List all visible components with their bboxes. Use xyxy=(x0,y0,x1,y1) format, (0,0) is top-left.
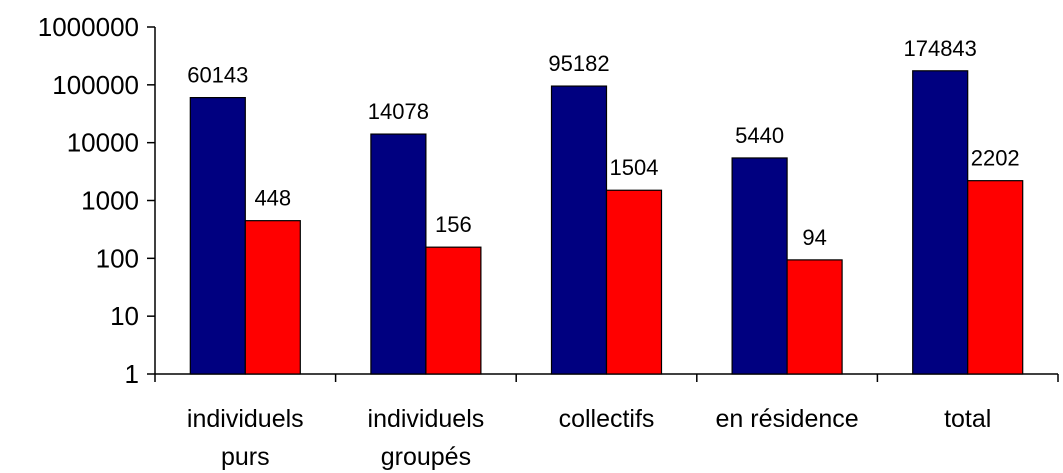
category-label: individuels xyxy=(187,405,304,433)
data-label: 14078 xyxy=(368,99,429,124)
bar-series-1 xyxy=(370,133,427,375)
y-tick-label: 100000 xyxy=(52,70,139,100)
data-label: 2202 xyxy=(971,146,1020,171)
bar-series-2 xyxy=(967,180,1024,375)
data-label: 95182 xyxy=(548,51,609,76)
data-label: 60143 xyxy=(187,63,248,88)
category-label: individuels xyxy=(368,405,485,433)
category-label: en résidence xyxy=(716,405,859,433)
y-tick-label: 1000000 xyxy=(38,12,139,42)
y-tick-label: 1000 xyxy=(81,186,139,216)
data-label: 5440 xyxy=(735,123,784,148)
data-label: 156 xyxy=(435,212,472,237)
data-label: 174843 xyxy=(903,36,976,61)
bar-series-1 xyxy=(912,70,969,375)
category-label: collectifs xyxy=(559,405,655,433)
y-tick-label: 1 xyxy=(125,359,139,389)
data-label: 94 xyxy=(802,225,826,250)
bar-series-2 xyxy=(244,220,301,375)
bar-series-2 xyxy=(425,246,482,375)
bar-series-1 xyxy=(189,97,246,375)
y-tick-label: 10 xyxy=(110,301,139,331)
category-label: groupés xyxy=(381,443,471,471)
category-label: total xyxy=(944,405,991,433)
data-label: 448 xyxy=(254,186,291,211)
category-label: purs xyxy=(221,443,270,471)
bar-series-2 xyxy=(786,259,843,375)
y-tick-label: 100 xyxy=(96,243,139,273)
bar-series-1 xyxy=(731,157,788,375)
y-tick-label: 10000 xyxy=(67,128,139,158)
data-label: 1504 xyxy=(610,155,659,180)
bar-series-1 xyxy=(550,85,608,375)
bar-series-2 xyxy=(605,189,663,375)
